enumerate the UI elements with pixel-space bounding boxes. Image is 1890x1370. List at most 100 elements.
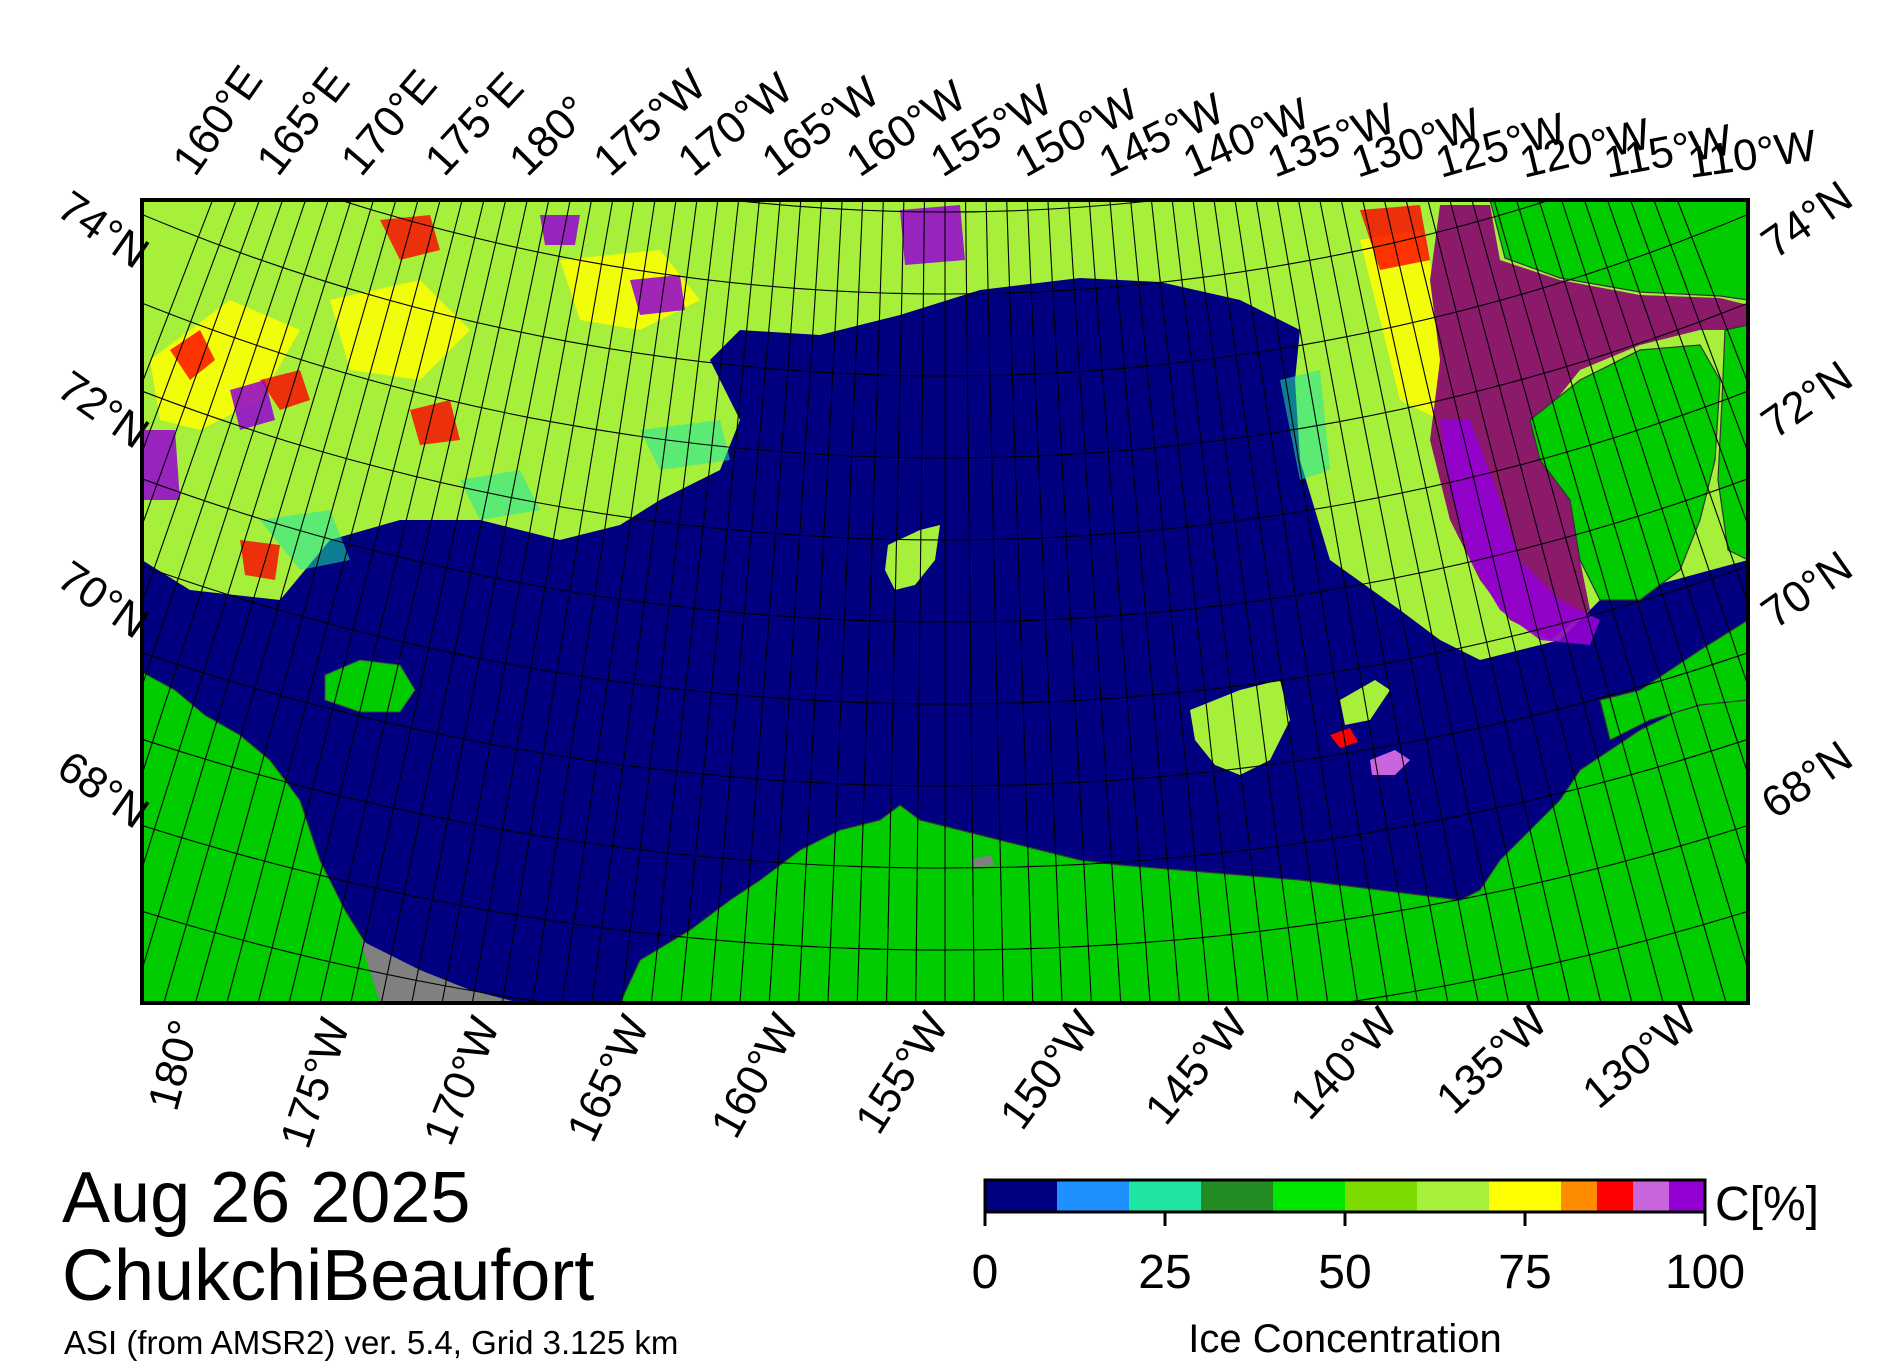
colorbar-bin — [1489, 1180, 1561, 1212]
longitude-line — [1276, 200, 1419, 1003]
bottom-longitude-label: 140°W — [1281, 998, 1408, 1129]
longitude-line — [1150, 200, 1240, 1003]
longitude-line — [142, 200, 261, 528]
longitude-line — [471, 200, 614, 1003]
longitude-line — [1405, 200, 1602, 1003]
longitude-line — [885, 200, 905, 1003]
colorbar-bin — [1561, 1180, 1597, 1212]
victoria-island — [1717, 324, 1748, 561]
colorbar-bin — [1669, 1180, 1705, 1212]
bottom-longitude-label: 150°W — [991, 1002, 1109, 1138]
alaska-grey-patch — [970, 855, 995, 868]
colorbar-bin — [1129, 1180, 1201, 1212]
right-latitude-label: 68°N — [1753, 732, 1862, 829]
longitude-line — [1255, 200, 1389, 1003]
longitude-line — [1047, 200, 1092, 1003]
top-longitude-label: 160°E — [163, 57, 272, 184]
longitude-line — [1493, 200, 1727, 1003]
longitude-line — [319, 200, 507, 1003]
top-longitude-label: 165°E — [247, 59, 359, 184]
longitude-line — [856, 200, 884, 1003]
longitude-line — [915, 200, 925, 1003]
longitude-line — [965, 200, 975, 1003]
longitude-line — [501, 200, 635, 1003]
longitude-line — [1449, 200, 1664, 1003]
longitude-line — [1561, 200, 1748, 777]
map-product-info: ASI (from AMSR2) ver. 5.4, Grid 3.125 km — [64, 1324, 679, 1361]
longitude-line — [1471, 200, 1696, 1003]
longitude-line — [1234, 200, 1359, 1003]
bottom-longitude-label: 165°W — [558, 1008, 659, 1149]
longitude-line — [709, 200, 781, 1003]
map-panel — [142, 200, 1748, 1003]
map-frame — [140, 198, 1750, 1005]
longitude-line — [1213, 200, 1329, 1003]
colorbar-bin — [1633, 1180, 1669, 1212]
colorbar-bin — [1597, 1180, 1633, 1212]
colorbar-bin — [1273, 1180, 1345, 1212]
longitude-line — [1427, 200, 1633, 1003]
wrangel-island — [324, 659, 416, 713]
bottom-longitude-label: 170°W — [414, 1010, 509, 1152]
bottom-longitude-label: 180° — [139, 1015, 210, 1116]
longitude-line — [1130, 200, 1210, 1003]
ice-floe-south-3 — [1370, 750, 1410, 775]
colorbar-unit: C[%] — [1715, 1178, 1819, 1231]
right-latitude-label: 72°N — [1753, 352, 1862, 449]
longitude-line — [142, 200, 284, 605]
longitude-line — [1026, 200, 1063, 1003]
bottom-longitude-label: 155°W — [846, 1004, 959, 1143]
longitude-line — [411, 200, 571, 1003]
longitude-line — [827, 200, 864, 1003]
longitude-line — [142, 200, 307, 688]
longitude-line — [1583, 200, 1748, 688]
colorbar-tick-label: 75 — [1498, 1246, 1551, 1299]
longitude-line — [1297, 200, 1449, 1003]
longitude-line — [142, 200, 375, 972]
no-data-area — [360, 940, 520, 1003]
longitude-line — [1192, 200, 1299, 1003]
colorbar-bin — [1345, 1180, 1417, 1212]
colorbar-ticks: 0 25 50 75 100 — [972, 1212, 1745, 1299]
longitude-line — [1319, 200, 1479, 1003]
longitude-line — [257, 200, 463, 1003]
colorbar-tick-label: 25 — [1138, 1246, 1191, 1299]
bottom-longitude-label: 175°W — [271, 1012, 360, 1154]
longitude-line — [739, 200, 802, 1003]
longitude-line — [650, 200, 740, 1003]
longitude-line — [1340, 200, 1510, 1003]
right-latitude-label: 70°N — [1753, 542, 1862, 639]
bottom-longitude-label: 130°W — [1573, 995, 1706, 1118]
longitude-line — [288, 200, 485, 1003]
longitude-line — [1109, 200, 1181, 1003]
colorbar-bins — [985, 1180, 1705, 1212]
colorbar-tick-label: 100 — [1665, 1246, 1745, 1299]
longitude-line — [798, 200, 843, 1003]
northern-archipelago — [1489, 200, 1748, 301]
colorbar-title: Ice Concentration — [1188, 1317, 1502, 1361]
longitude-line — [142, 200, 329, 777]
right-latitude-label: 74°N — [1753, 172, 1862, 269]
bottom-longitude-label: 145°W — [1136, 1000, 1258, 1134]
longitude-line — [561, 200, 677, 1003]
longitude-line — [1171, 200, 1269, 1003]
colorbar-bin — [1201, 1180, 1273, 1212]
top-longitude-label: 170°E — [331, 61, 446, 185]
bottom-longitude-label: 135°W — [1427, 996, 1557, 1123]
longitude-line — [680, 200, 760, 1003]
longitude-line — [621, 200, 719, 1003]
bottom-longitude-label: 160°W — [702, 1006, 809, 1146]
colorbar-bin — [1057, 1180, 1129, 1212]
colorbar-bin — [985, 1180, 1057, 1212]
pack-ice-yellow-patches — [150, 230, 1450, 430]
longitude-line — [1606, 200, 1748, 605]
longitude-line — [1006, 200, 1034, 1003]
colorbar-tick-label: 50 — [1318, 1246, 1371, 1299]
perennial-ice-purple-edge — [1440, 420, 1600, 645]
longitude-line — [1362, 200, 1540, 1003]
pack-ice-zone — [142, 200, 1748, 660]
ice-floe-central — [885, 525, 940, 590]
graticule — [142, 200, 1748, 1003]
longitude-line — [1088, 200, 1151, 1003]
